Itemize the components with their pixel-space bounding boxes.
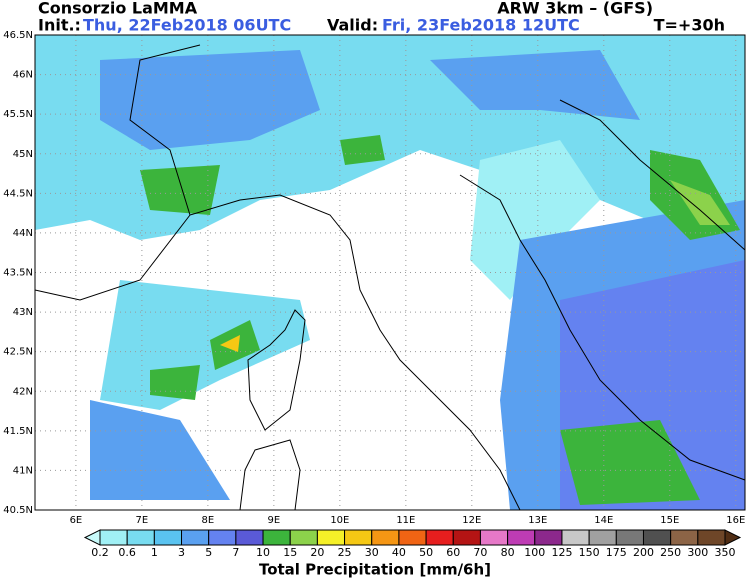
- lat-label: 46N: [13, 70, 33, 81]
- colorbar-box: [697, 529, 726, 546]
- lat-label: 42N: [13, 386, 33, 397]
- colorbar-box: [235, 529, 264, 546]
- colorbar-label: 7: [232, 546, 239, 559]
- colorbar-label: 200: [633, 546, 654, 559]
- colorbar-box: [371, 529, 400, 546]
- lon-label: 14E: [594, 515, 613, 526]
- lat-label: 45N: [13, 149, 33, 160]
- header-title: Consorzio LaMMA: [38, 0, 198, 18]
- colorbar-label: 80: [501, 546, 515, 559]
- lat-label: 41.5N: [3, 426, 33, 437]
- valid-time: Fri, 23Feb2018 12UTC: [382, 16, 580, 35]
- colorbar-box: [153, 529, 183, 546]
- lon-label: 6E: [70, 515, 83, 526]
- colorbar-box: [262, 529, 291, 546]
- colorbar-label: 5: [205, 546, 212, 559]
- colorbar-label: 125: [551, 546, 572, 559]
- valid-label: Valid:: [327, 16, 378, 35]
- model-name: ARW 3km – (GFS): [497, 0, 653, 18]
- init-label: Init.:: [38, 16, 81, 35]
- colorbar-box: [479, 529, 509, 546]
- colorbar-label: 1: [151, 546, 158, 559]
- colorbar-box: [316, 529, 346, 546]
- colorbar-box: [452, 529, 481, 546]
- colorbar-label: 30: [365, 546, 379, 559]
- colorbar-box: [126, 529, 155, 546]
- colorbar-box: [289, 529, 318, 546]
- colorbar-label: 300: [687, 546, 708, 559]
- lon-label: 12E: [462, 515, 481, 526]
- coastlines: [34, 44, 746, 511]
- colorbar-label: 10: [256, 546, 270, 559]
- colorbar-box: [670, 529, 699, 546]
- lon-label: 8E: [202, 515, 215, 526]
- colorbar-label: 70: [473, 546, 487, 559]
- colorbar-label: 20: [310, 546, 324, 559]
- colorbar-box: [425, 529, 454, 546]
- map-frame: [34, 34, 746, 511]
- lon-label: 13E: [528, 515, 547, 526]
- colorbar-label: 40: [392, 546, 406, 559]
- lat-label: 42.5N: [3, 347, 33, 358]
- lon-label: 7E: [136, 515, 149, 526]
- lat-label: 40.5N: [3, 505, 33, 516]
- lat-label: 46.5N: [3, 30, 33, 41]
- colorbar-label: 25: [338, 546, 352, 559]
- colorbar-label: 60: [446, 546, 460, 559]
- lat-label: 43N: [13, 307, 33, 318]
- colorbar-label: 3: [178, 546, 185, 559]
- colorbar-label: 100: [524, 546, 545, 559]
- colorbar-box: [615, 529, 644, 546]
- colorbar-end: [83, 529, 101, 546]
- colorbar-box: [561, 529, 590, 546]
- colorbar-label: 50: [419, 546, 433, 559]
- colorbar-label: 175: [606, 546, 627, 559]
- colorbar-label: 0.2: [91, 546, 109, 559]
- colorbar-title: Total Precipitation [mm/6h]: [259, 561, 491, 579]
- lon-label: 11E: [396, 515, 415, 526]
- colorbar-box: [507, 529, 536, 546]
- colorbar-box: [398, 529, 427, 546]
- colorbar-box: [642, 529, 672, 546]
- lat-label: 43.5N: [3, 268, 33, 279]
- colorbar-box: [534, 529, 563, 546]
- init-time: Thu, 22Feb2018 06UTC: [83, 16, 291, 35]
- lat-label: 44N: [13, 228, 33, 239]
- colorbar-label: 0.6: [118, 546, 136, 559]
- colorbar-box: [208, 529, 237, 546]
- colorbar-label: 350: [715, 546, 736, 559]
- colorbar-label: 15: [283, 546, 297, 559]
- lat-label: 45.5N: [3, 109, 33, 120]
- colorbar-box: [344, 529, 373, 546]
- lat-label: 44.5N: [3, 188, 33, 199]
- lon-label: 10E: [330, 515, 349, 526]
- colorbar-box: [588, 529, 617, 546]
- lon-label: 15E: [660, 515, 679, 526]
- colorbar-end: [724, 529, 742, 546]
- colorbar-label: 250: [660, 546, 681, 559]
- lon-label: 9E: [268, 515, 281, 526]
- colorbar-label: 150: [579, 546, 600, 559]
- lead-time: T=+30h: [654, 16, 725, 35]
- colorbar-box: [99, 529, 128, 546]
- lon-label: 16E: [726, 515, 745, 526]
- lat-label: 41N: [13, 465, 33, 476]
- colorbar-box: [181, 529, 210, 546]
